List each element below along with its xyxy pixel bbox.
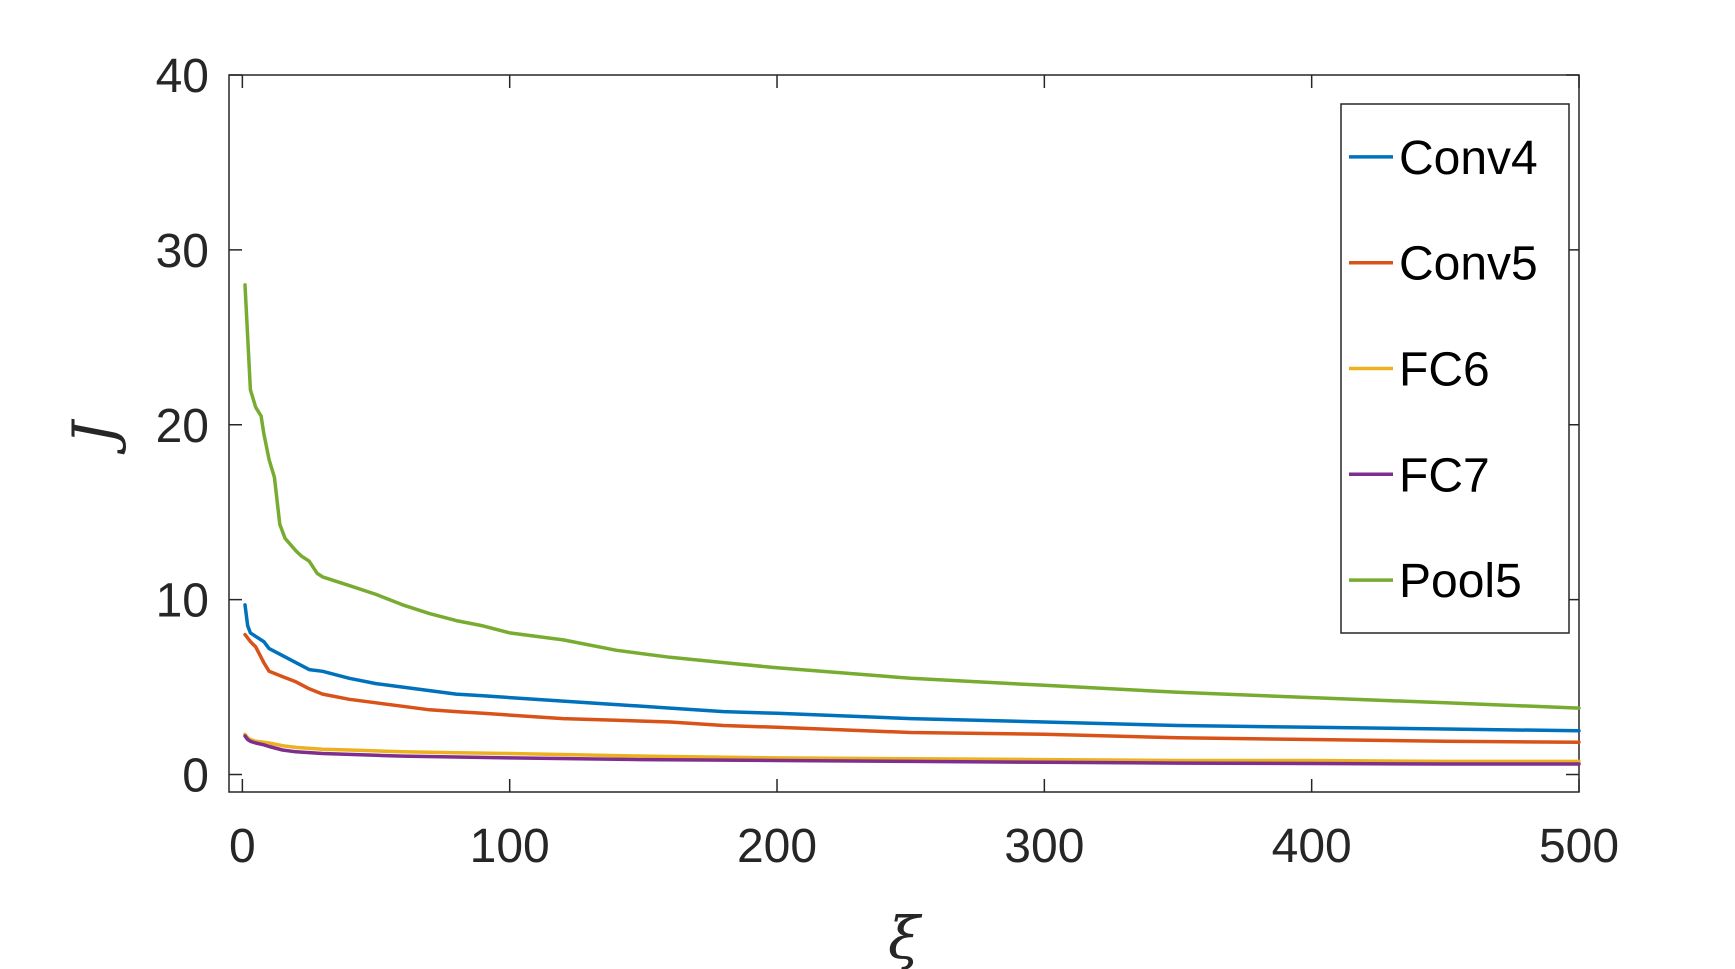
x-tick-label: 500 bbox=[1539, 820, 1619, 873]
axis-ticks bbox=[229, 74, 1580, 792]
legend-label-conv5: Conv5 bbox=[1399, 238, 1538, 291]
x-tick-label: 100 bbox=[470, 820, 550, 873]
series-line-pool5 bbox=[243, 283, 1581, 710]
legend: Conv4 Conv5 FC6 FC7 Pool5 bbox=[1340, 103, 1570, 634]
y-tick-label: 10 bbox=[156, 575, 209, 628]
legend-label-conv4: Conv4 bbox=[1399, 132, 1538, 185]
axis-tick-labels: 0 100 200 300 400 500 0 10 20 30 40 bbox=[156, 50, 1619, 873]
y-axis-label: J bbox=[60, 419, 128, 455]
series-line-fc6 bbox=[243, 732, 1581, 764]
legend-label-pool5: Pool5 bbox=[1399, 555, 1522, 608]
y-tick-label: 0 bbox=[182, 750, 209, 803]
x-axis-label: ξ bbox=[888, 904, 923, 969]
series-lines bbox=[243, 283, 1581, 766]
legend-label-fc7: FC7 bbox=[1399, 449, 1490, 502]
legend-label-fc6: FC6 bbox=[1399, 344, 1490, 397]
x-tick-label: 400 bbox=[1272, 820, 1352, 873]
x-tick-label: 200 bbox=[737, 820, 817, 873]
y-tick-label: 30 bbox=[156, 225, 209, 278]
y-tick-label: 40 bbox=[156, 50, 209, 103]
series-line-conv5 bbox=[243, 632, 1581, 744]
series-line-fc7 bbox=[243, 734, 1581, 766]
x-tick-label: 300 bbox=[1004, 820, 1084, 873]
y-tick-label: 20 bbox=[156, 400, 209, 453]
series-line-conv4 bbox=[243, 603, 1581, 733]
x-tick-label: 0 bbox=[229, 820, 256, 873]
